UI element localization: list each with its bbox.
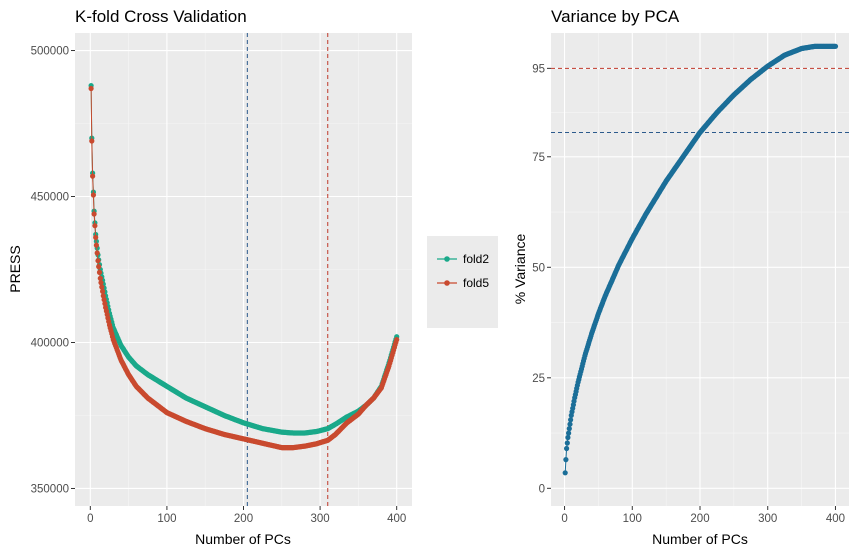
pca-point-series-0 bbox=[564, 445, 570, 452]
pca-x-axis-ticks: 0 100 200 300 400 bbox=[561, 506, 845, 525]
pca-x-axis-title: Number of PCs bbox=[652, 531, 748, 547]
cv-point-fold5 bbox=[96, 269, 103, 275]
cv-x-axis-ticks: 0 100 200 300 400 bbox=[87, 506, 406, 525]
pca-y-tick-label: 25 bbox=[532, 373, 545, 385]
pca-point-series-0 bbox=[832, 43, 839, 49]
legend-label-fold2: fold2 bbox=[463, 252, 489, 266]
cv-point-fold5 bbox=[93, 234, 99, 240]
pca-chart-title: Variance by PCA bbox=[551, 7, 680, 26]
cv-series bbox=[88, 83, 400, 451]
cv-y-tick-label: 350000 bbox=[31, 483, 69, 495]
cv-chart: K-fold Cross Validation 0 100 200 300 400 35… bbox=[7, 7, 412, 547]
cv-point-fold5 bbox=[95, 258, 101, 264]
pca-x-tick-label: 100 bbox=[623, 513, 642, 525]
cv-x-tick-label: 200 bbox=[234, 513, 253, 525]
cv-x-tick-label: 0 bbox=[87, 513, 93, 525]
cv-point-fold5 bbox=[90, 192, 96, 198]
pca-point-series-0 bbox=[563, 457, 569, 463]
cv-y-tick-label: 450000 bbox=[31, 192, 69, 204]
cv-point-fold5 bbox=[394, 337, 400, 343]
cv-point-fold5 bbox=[100, 288, 106, 294]
cv-legend: fold2 fold5 bbox=[427, 236, 498, 328]
pca-point-series-0 bbox=[565, 434, 571, 441]
legend-label-fold5: fold5 bbox=[463, 276, 489, 290]
cv-point-fold5 bbox=[96, 264, 102, 270]
pca-x-tick-label: 0 bbox=[561, 513, 567, 525]
pca-y-tick-label: 75 bbox=[532, 152, 545, 164]
pca-y-tick-label: 0 bbox=[539, 483, 545, 495]
pca-x-tick-label: 300 bbox=[758, 513, 777, 525]
cv-chart-title: K-fold Cross Validation bbox=[75, 7, 247, 26]
pca-series bbox=[562, 43, 839, 476]
cv-point-fold5 bbox=[90, 173, 96, 179]
cv-point-fold5 bbox=[97, 275, 103, 281]
cv-y-axis-ticks: 350000 400000 450000 500000 bbox=[31, 46, 75, 495]
cv-point-fold5 bbox=[93, 242, 99, 248]
pca-chart: Variance by PCA 0 100 200 300 400 025507595 … bbox=[512, 7, 849, 547]
pca-x-tick-label: 400 bbox=[826, 513, 845, 525]
cv-y-axis-title: PRESS bbox=[7, 245, 23, 292]
cv-x-tick-label: 300 bbox=[310, 513, 329, 525]
cv-point-fold5 bbox=[102, 301, 108, 307]
cv-point-fold5 bbox=[101, 297, 107, 303]
legend-key-point-fold5 bbox=[444, 280, 450, 286]
cv-x-tick-label: 400 bbox=[387, 513, 406, 525]
cv-x-axis-title: Number of PCs bbox=[195, 531, 291, 547]
cv-y-tick-label: 500000 bbox=[31, 46, 69, 58]
cv-x-tick-label: 100 bbox=[157, 513, 176, 525]
cv-point-fold5 bbox=[92, 223, 98, 229]
pca-y-tick-label: 95 bbox=[532, 63, 545, 75]
cv-point-fold5 bbox=[88, 85, 94, 92]
cv-point-fold5 bbox=[98, 280, 104, 286]
cv-point-fold5 bbox=[99, 284, 105, 290]
pca-y-axis-title: % Variance bbox=[512, 234, 528, 305]
pca-point-series-0 bbox=[564, 440, 570, 446]
cv-point-fold5 bbox=[100, 293, 106, 299]
cv-point-fold5 bbox=[89, 138, 95, 144]
cv-gridlines bbox=[75, 33, 412, 506]
cv-point-fold5 bbox=[94, 250, 100, 256]
pca-point-series-0 bbox=[562, 470, 568, 476]
pca-point-series-0 bbox=[566, 430, 572, 436]
pca-x-tick-label: 200 bbox=[690, 513, 709, 525]
legend-box bbox=[427, 236, 498, 328]
pca-point-series-0 bbox=[568, 417, 574, 423]
pca-point-series-0 bbox=[567, 421, 573, 427]
pca-y-axis-ticks: 0 25 50 75 95 bbox=[532, 63, 551, 495]
pca-y-tick-label: 50 bbox=[532, 262, 545, 274]
pca-point-series-0 bbox=[566, 426, 572, 432]
legend-key-point-fold2 bbox=[444, 256, 450, 262]
cv-point-fold5 bbox=[91, 211, 97, 217]
cv-y-tick-label: 400000 bbox=[31, 337, 69, 349]
